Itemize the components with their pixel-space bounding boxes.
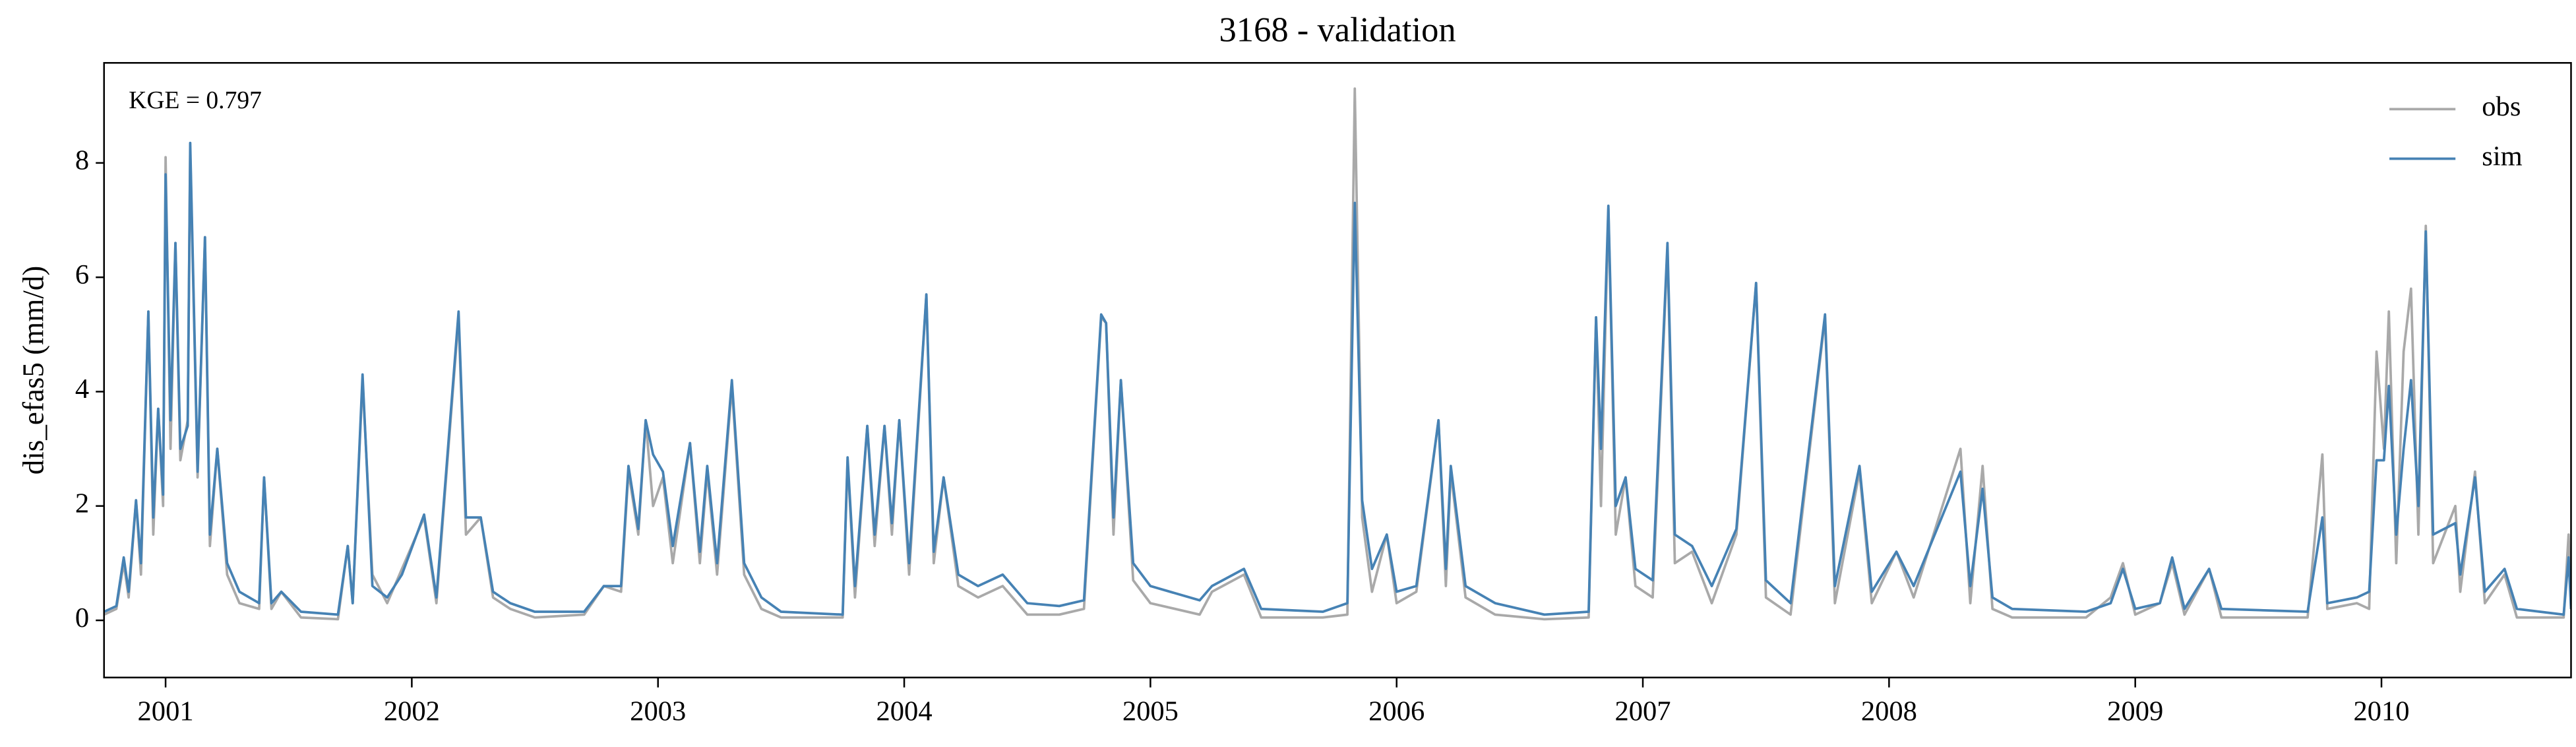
x-tick-label: 2007	[1614, 696, 1671, 727]
x-tick-label: 2010	[2353, 696, 2409, 727]
x-tick-label: 2005	[1122, 696, 1179, 727]
y-tick-label: 0	[75, 602, 89, 633]
y-tick-label: 8	[75, 145, 89, 176]
axes-frame	[103, 62, 2572, 678]
series-line	[104, 87, 2571, 621]
series-line	[104, 141, 2571, 616]
y-axis-label: dis_efas5 (mm/d)	[16, 266, 49, 475]
x-tick-label: 2008	[1861, 696, 1917, 727]
x-tick-label: 2001	[138, 696, 194, 727]
legend-label: sim	[2482, 141, 2522, 172]
x-tick-label: 2002	[384, 696, 440, 727]
x-tick-label: 2006	[1368, 696, 1425, 727]
y-tick-label: 2	[75, 488, 89, 519]
plot-area	[104, 87, 2571, 621]
annotation: KGE = 0.797	[129, 87, 262, 114]
chart-title: 3168 - validation	[1219, 11, 1456, 49]
x-tick-label: 2009	[2107, 696, 2163, 727]
y-tick-label: 6	[75, 259, 89, 290]
legend-label: obs	[2482, 91, 2521, 122]
y-tick-label: 4	[75, 374, 89, 405]
x-tick-label: 2004	[876, 696, 933, 727]
x-tick-label: 2003	[630, 696, 686, 727]
